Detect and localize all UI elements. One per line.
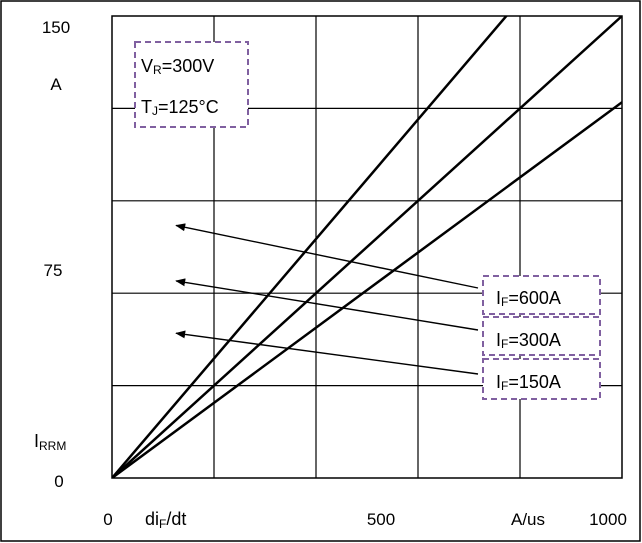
annotation-arrow-3 <box>175 330 479 375</box>
y-unit-label: A <box>50 75 62 94</box>
x-tick-label-max: 1000 <box>589 510 627 529</box>
y-tick-label-zero: 0 <box>54 472 63 491</box>
series-label-box-600 <box>482 275 601 315</box>
series-label-150: IF=150A <box>496 372 561 393</box>
grid <box>112 16 622 478</box>
annotation-arrows <box>175 223 479 375</box>
series-label-box-300 <box>482 316 601 356</box>
y-axis-label: IRRM <box>34 431 66 453</box>
y-tick-label-mid: 75 <box>44 261 63 280</box>
annotation-arrow-2 <box>175 278 479 331</box>
series-label-300: IF=300A <box>496 330 561 351</box>
condition-tj: TJ=125°C <box>141 97 219 118</box>
annotation-arrow-1 <box>175 223 479 289</box>
x-axis-label: diF/dt <box>145 509 186 531</box>
series-line-1 <box>112 16 508 478</box>
series-lines <box>112 16 622 478</box>
plot-frame <box>111 15 623 479</box>
conditions-box <box>134 41 249 128</box>
series-line-3 <box>112 101 622 478</box>
y-tick-label-max: 150 <box>42 18 70 37</box>
series-line-2 <box>112 16 622 478</box>
condition-vr: VR=300V <box>141 56 214 77</box>
x-tick-label-zero: 0 <box>103 510 112 529</box>
x-tick-label-mid: 500 <box>367 510 395 529</box>
series-label-box-150 <box>482 358 601 400</box>
series-label-600: IF=600A <box>496 288 561 309</box>
x-unit-label: A/us <box>511 510 545 529</box>
